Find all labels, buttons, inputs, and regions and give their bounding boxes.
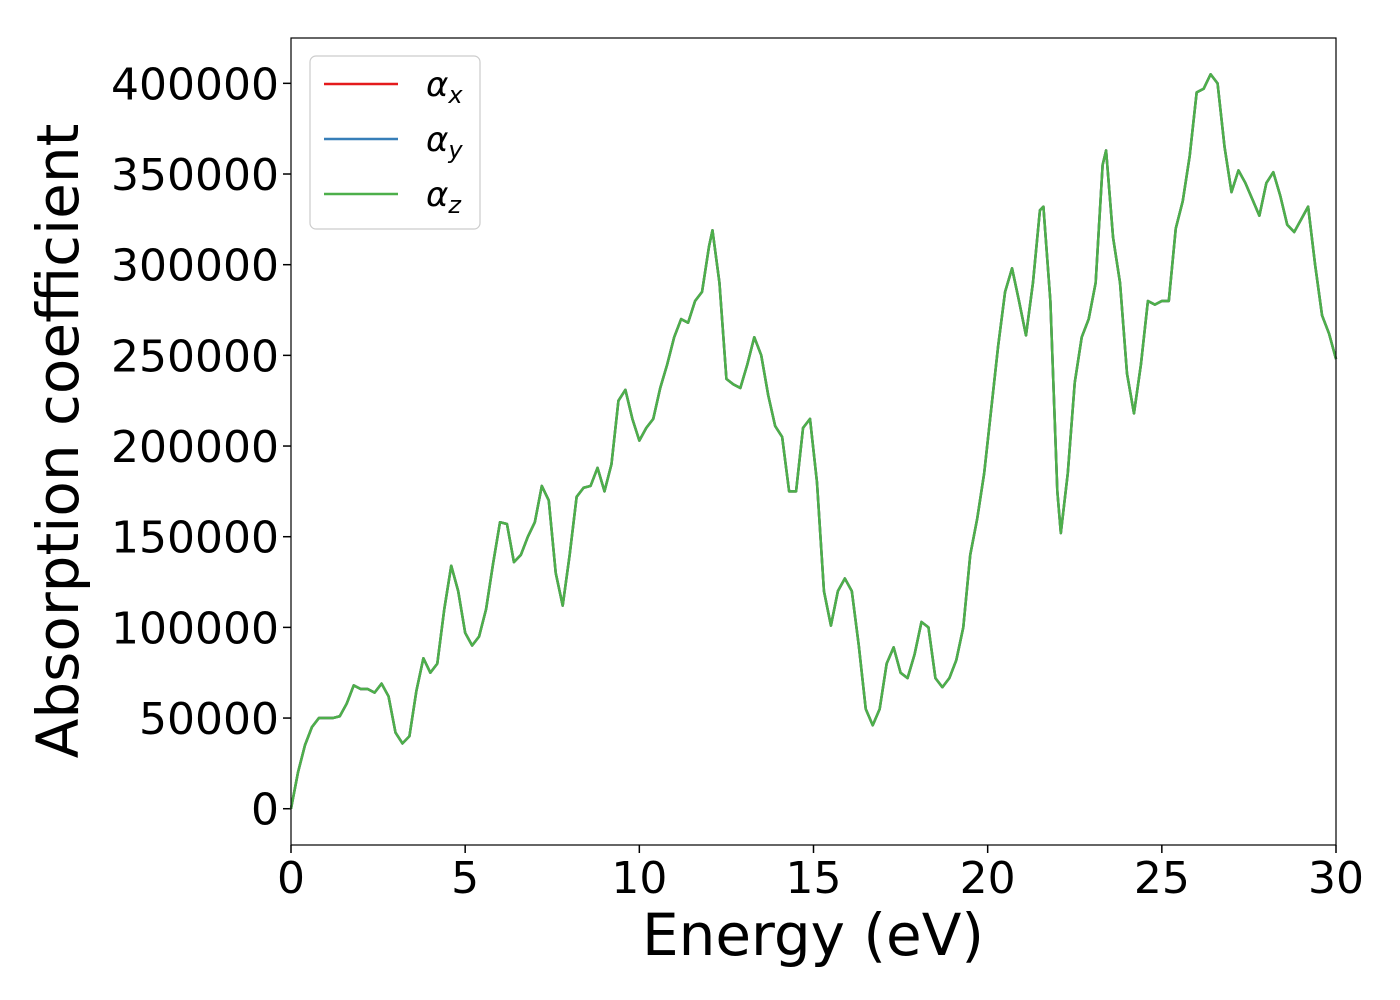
y-tick-label: 400000 — [111, 59, 279, 110]
y-tick-label: 350000 — [111, 150, 279, 201]
y-tick-label: 50000 — [139, 694, 279, 745]
y-tick-label: 150000 — [111, 513, 279, 564]
plot-frame — [290, 37, 1337, 846]
series-line — [289, 73, 1338, 809]
x-tick-label: 10 — [611, 853, 667, 904]
x-tick-label: 15 — [786, 853, 842, 904]
y-tick-label: 250000 — [111, 331, 279, 382]
legend-label: αy — [426, 120, 463, 164]
legend-label: αz — [426, 175, 462, 219]
x-tick-label: 25 — [1134, 853, 1190, 904]
y-tick-label: 0 — [251, 785, 279, 836]
x-tick-label: 5 — [451, 853, 479, 904]
x-tick-label: 20 — [960, 853, 1016, 904]
y-axis-label: Absorption coefficient — [24, 124, 92, 759]
legend-box — [309, 55, 481, 230]
x-axis-label: Energy (eV) — [642, 901, 984, 969]
y-tick-label: 200000 — [111, 422, 279, 473]
y-tick-label: 100000 — [111, 603, 279, 654]
legend-label: αx — [426, 65, 463, 109]
x-tick-label: 30 — [1308, 853, 1364, 904]
y-tick-label: 300000 — [111, 241, 279, 292]
x-tick-label: 0 — [277, 853, 305, 904]
